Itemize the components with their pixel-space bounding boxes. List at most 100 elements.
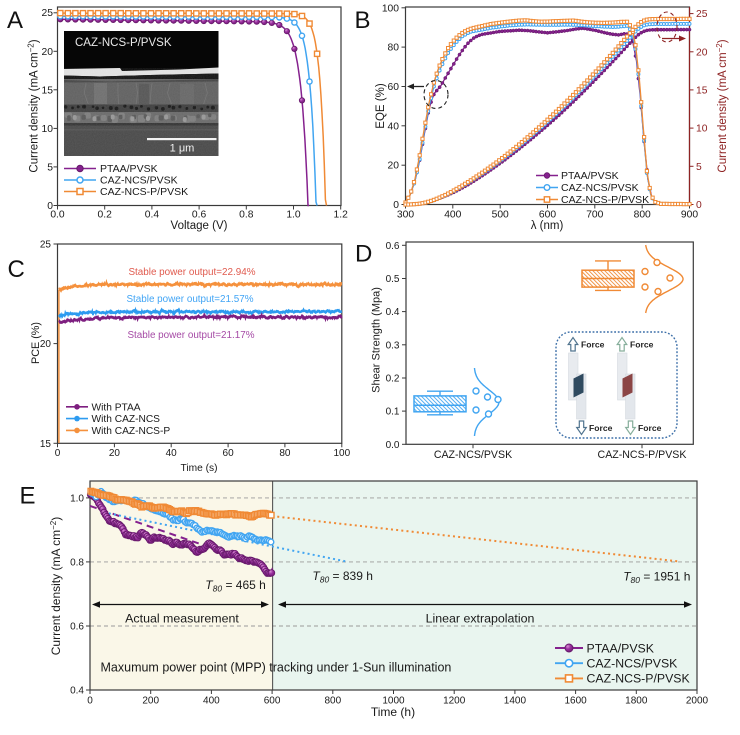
svg-text:10: 10 xyxy=(42,124,54,135)
svg-text:0: 0 xyxy=(55,448,61,459)
svg-text:Shear Strength (Mpa): Shear Strength (Mpa) xyxy=(371,287,383,393)
svg-text:0.2: 0.2 xyxy=(386,374,400,385)
svg-text:PTAA/PVSK: PTAA/PVSK xyxy=(100,163,158,175)
svg-text:20: 20 xyxy=(388,161,400,172)
svg-text:CAZ-NCS-P/PVSK: CAZ-NCS-P/PVSK xyxy=(598,449,687,461)
svg-text:A: A xyxy=(7,7,23,34)
svg-text:0: 0 xyxy=(87,696,93,707)
svg-text:0.8: 0.8 xyxy=(239,210,254,221)
svg-text:PTAA/PVSK: PTAA/PVSK xyxy=(587,641,655,655)
svg-text:CAZ-NCS-P/PVSK: CAZ-NCS-P/PVSK xyxy=(587,672,691,686)
svg-text:Actual measurement: Actual measurement xyxy=(125,612,239,626)
svg-text:40: 40 xyxy=(388,121,400,132)
svg-text:Current density (mA cm−2): Current density (mA cm−2) xyxy=(49,517,63,656)
svg-text:400: 400 xyxy=(444,210,461,221)
svg-text:CAZ-NCS/PVSK: CAZ-NCS/PVSK xyxy=(434,449,512,461)
svg-text:80: 80 xyxy=(279,448,291,459)
svg-text:0.0: 0.0 xyxy=(50,210,65,221)
svg-text:0.4: 0.4 xyxy=(386,307,400,318)
svg-text:CAZ-NCS/PVSK: CAZ-NCS/PVSK xyxy=(100,175,178,187)
svg-text:1.0: 1.0 xyxy=(70,493,84,504)
svg-text:λ (nm): λ (nm) xyxy=(531,220,564,232)
svg-text:1400: 1400 xyxy=(504,696,527,707)
svg-text:0: 0 xyxy=(696,200,702,211)
svg-text:Force: Force xyxy=(581,340,605,350)
svg-text:25: 25 xyxy=(40,240,52,251)
svg-text:0.2: 0.2 xyxy=(98,210,113,221)
svg-text:800: 800 xyxy=(634,210,651,221)
svg-text:0.5: 0.5 xyxy=(386,274,400,285)
svg-text:PCE (%): PCE (%) xyxy=(30,322,42,364)
svg-text:E: E xyxy=(20,483,36,510)
svg-text:20: 20 xyxy=(109,448,121,459)
svg-text:C: C xyxy=(8,256,25,283)
svg-text:300: 300 xyxy=(397,210,414,221)
svg-text:1600: 1600 xyxy=(564,696,587,707)
svg-text:Stable power output=21.57%: Stable power output=21.57% xyxy=(126,294,253,305)
svg-text:B: B xyxy=(355,7,371,34)
svg-text:0: 0 xyxy=(393,200,399,211)
svg-text:D: D xyxy=(355,241,372,268)
svg-text:T80 = 839 h: T80 = 839 h xyxy=(312,569,373,585)
svg-text:EQE (%): EQE (%) xyxy=(375,83,387,129)
svg-text:600: 600 xyxy=(264,696,281,707)
svg-text:15: 15 xyxy=(40,439,52,450)
svg-text:Stable power output=21.17%: Stable power output=21.17% xyxy=(127,330,254,341)
svg-text:15: 15 xyxy=(696,85,708,96)
svg-text:25: 25 xyxy=(696,9,708,20)
svg-text:Force: Force xyxy=(630,340,654,350)
svg-text:With PTAA: With PTAA xyxy=(92,402,141,413)
svg-text:0.4: 0.4 xyxy=(70,686,84,697)
svg-text:1200: 1200 xyxy=(443,696,466,707)
svg-text:T80 = 1951 h: T80 = 1951 h xyxy=(623,570,690,586)
svg-text:60: 60 xyxy=(223,448,235,459)
svg-text:Maxumum power point (MPP) trac: Maxumum power point (MPP) tracking under… xyxy=(101,661,452,675)
svg-text:5: 5 xyxy=(47,162,53,173)
svg-text:800: 800 xyxy=(324,696,341,707)
svg-text:1 μm: 1 μm xyxy=(170,143,195,155)
svg-text:0: 0 xyxy=(47,201,53,212)
svg-text:Current density (mA cm−2): Current density (mA cm−2) xyxy=(715,39,729,172)
svg-text:1800: 1800 xyxy=(625,696,648,707)
svg-text:1.0: 1.0 xyxy=(286,210,301,221)
svg-text:0.1: 0.1 xyxy=(386,407,400,418)
svg-text:Force: Force xyxy=(589,423,613,433)
svg-text:0.6: 0.6 xyxy=(70,622,84,633)
svg-text:20: 20 xyxy=(40,339,52,350)
svg-text:1.2: 1.2 xyxy=(334,210,349,221)
svg-text:700: 700 xyxy=(586,210,603,221)
svg-text:200: 200 xyxy=(142,696,159,707)
svg-text:600: 600 xyxy=(539,210,556,221)
svg-text:Current density (mA cm−2): Current density (mA cm−2) xyxy=(27,39,41,172)
svg-text:CAZ-NCS-P/PVSK: CAZ-NCS-P/PVSK xyxy=(100,186,188,198)
svg-text:0.4: 0.4 xyxy=(145,210,160,221)
svg-text:With CAZ-NCS-P: With CAZ-NCS-P xyxy=(92,426,171,437)
svg-text:60: 60 xyxy=(388,82,400,93)
svg-text:CAZ-NCS/PVSK: CAZ-NCS/PVSK xyxy=(561,182,639,194)
svg-text:Time (s): Time (s) xyxy=(181,463,218,474)
svg-text:100: 100 xyxy=(333,448,350,459)
svg-text:With CAZ-NCS: With CAZ-NCS xyxy=(92,414,161,425)
svg-text:PTAA/PVSK: PTAA/PVSK xyxy=(561,170,619,182)
svg-text:CAZ-NCS/PVSK: CAZ-NCS/PVSK xyxy=(587,657,679,671)
svg-text:25: 25 xyxy=(42,8,54,19)
svg-text:400: 400 xyxy=(203,696,220,707)
svg-text:40: 40 xyxy=(166,448,178,459)
svg-text:Linear extrapolation: Linear extrapolation xyxy=(426,612,535,626)
svg-text:20: 20 xyxy=(696,47,708,58)
svg-text:0.3: 0.3 xyxy=(386,340,400,351)
svg-text:Force: Force xyxy=(638,423,662,433)
svg-text:10: 10 xyxy=(696,124,708,135)
svg-text:0.8: 0.8 xyxy=(70,557,84,568)
svg-text:Voltage (V): Voltage (V) xyxy=(171,220,228,232)
svg-text:0.0: 0.0 xyxy=(386,440,400,451)
svg-text:2000: 2000 xyxy=(686,696,709,707)
svg-text:15: 15 xyxy=(42,85,54,96)
svg-text:CAZ-NCS-P/PVSK: CAZ-NCS-P/PVSK xyxy=(561,194,649,206)
svg-text:80: 80 xyxy=(388,43,400,54)
svg-text:900: 900 xyxy=(681,210,698,221)
svg-text:5: 5 xyxy=(696,162,702,173)
svg-text:500: 500 xyxy=(492,210,509,221)
svg-text:100: 100 xyxy=(382,3,399,14)
svg-text:20: 20 xyxy=(42,47,54,58)
